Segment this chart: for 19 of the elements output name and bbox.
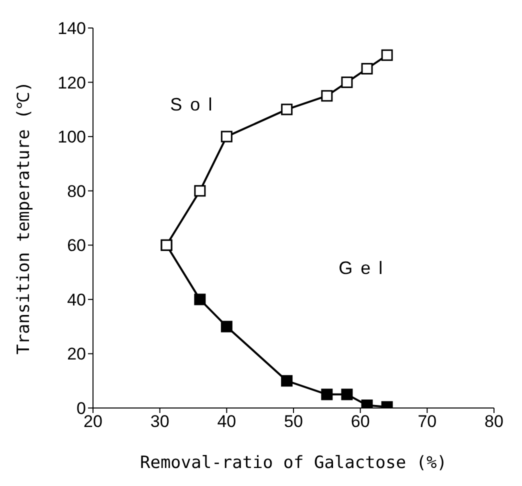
- y-axis-title: Transition temperature (℃): [14, 82, 34, 354]
- y-tick-label: 20: [67, 344, 86, 364]
- y-tick-label: 60: [67, 236, 86, 256]
- y-tick-label: 40: [67, 290, 86, 310]
- annotation: Gel: [338, 258, 391, 278]
- y-tick-label: 0: [76, 399, 86, 418]
- x-tick-label: 30: [150, 412, 170, 432]
- x-tick-label: 70: [418, 412, 437, 432]
- annotation: Sol: [170, 94, 220, 114]
- x-tick-label: 40: [217, 412, 236, 432]
- x-axis-title: Removal-ratio of Galactose (%): [140, 453, 448, 473]
- y-tick-label: 80: [67, 182, 86, 201]
- x-tick-label: 50: [284, 412, 303, 432]
- y-tick-label: 140: [58, 19, 86, 38]
- x-tick-label: 80: [484, 412, 504, 432]
- y-tick-label: 120: [58, 73, 86, 92]
- x-tick-label: 20: [84, 412, 102, 432]
- x-tick-label: 60: [350, 412, 370, 432]
- y-tick-label: 100: [58, 128, 86, 147]
